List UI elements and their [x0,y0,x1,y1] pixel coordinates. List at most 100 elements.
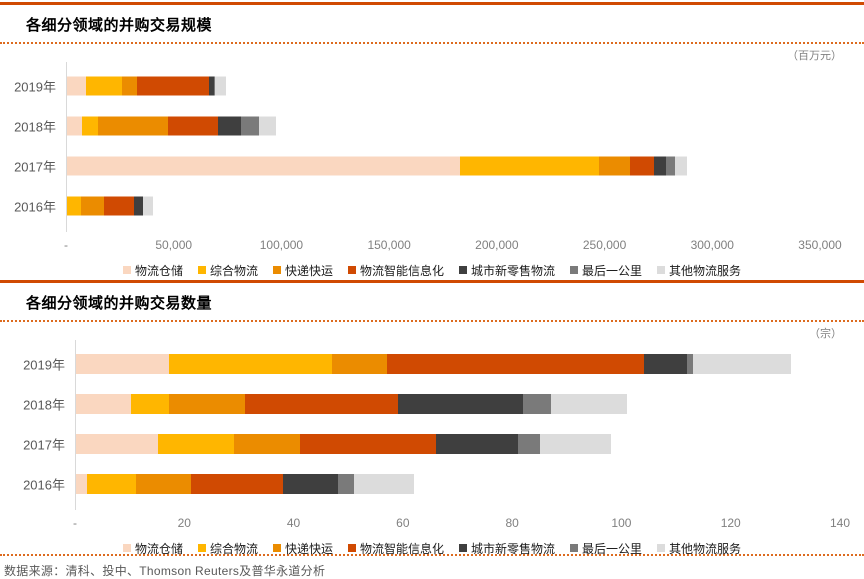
stacked-bar [76,354,840,374]
dotted-divider [0,320,864,322]
chart-title: 各细分领域的并购交易数量 [26,295,213,312]
bar-segment [674,156,687,176]
accent-rule [0,280,864,283]
y-axis-line [66,62,67,232]
bar-segment [692,354,791,374]
bar-segment [643,354,688,374]
bar-segment [234,434,300,454]
unit-label: （宗） [809,328,842,340]
year-label: 2016年 [23,477,65,493]
legend-swatch [347,544,356,552]
axis-tick-label: 140 [829,516,851,530]
legend-item: 快递快运 [272,262,333,279]
bar-segment [168,394,246,414]
legend: 物流仓储 综合物流 快递快运 物流智能信息化 城市新零售物流 最后一公里 其他物流服务 [0,262,864,278]
bar-segment [550,394,628,414]
legend-item: 快递快运 [272,540,333,557]
legend-item: 综合物流 [197,540,258,557]
legend-swatch [122,544,131,552]
legend-swatch [272,544,281,552]
bar-segment [214,76,216,96]
bar-segment [76,474,87,494]
axis-tick-label: 300,000 [690,238,734,252]
bar-segment [67,76,87,96]
bar-segment [82,116,99,136]
section-deal-count: 各细分领域的并购交易数量 （宗） 2019年 2018年 2017年 2016年 - 2… [0,280,864,556]
bar-segment [539,434,611,454]
bar-segment [86,76,122,96]
legend-swatch [657,544,666,552]
axis-tick-label: 200,000 [475,238,519,252]
legend-label: 其他物流服务 [669,263,742,278]
legend-label: 物流仓储 [134,263,183,278]
legend-item: 物流仓储 [122,540,183,557]
year-label: 2019年 [23,357,65,373]
x-axis-ticks: - 50,000 100,000 150,000 200,000 250,000 300,0… [64,236,842,254]
data-source-text: 数据来源：清科、投中、Thomson Reuters及普华永道分析 [4,564,326,578]
bar-segment [436,434,518,454]
bar-segment [76,354,169,374]
bar-row: 2018年 [14,106,820,146]
dotted-divider [0,554,864,556]
bar-row: 2019年 [23,344,840,384]
bar-segment [67,156,460,176]
axis-tick-label: 100,000 [259,238,304,252]
chart-title: 各细分领域的并购交易规模 [26,17,213,34]
dotted-divider [0,42,864,44]
bar-segment [67,196,81,216]
bar-rows: 2019年 2018年 2017年 2016年 [14,66,820,226]
legend-label: 物流智能信息化 [359,541,444,556]
axis-tick-label: 80 [505,516,519,530]
bar-segment [121,76,137,96]
axis-tick-label: 60 [396,516,410,530]
bar-segment [157,434,235,454]
axis-tick-label: 250,000 [582,238,627,252]
legend-item: 物流仓储 [122,262,183,279]
axis-tick-label: 120 [720,516,741,530]
stacked-bar [76,434,840,454]
bar-segment [654,156,667,176]
legend-item: 物流智能信息化 [347,540,444,557]
bar-segment [459,156,600,176]
bar-segment [354,474,415,494]
bar-segment [103,196,134,216]
axis-tick-label: - [64,238,68,252]
axis-tick-label: 350,000 [798,238,842,252]
unit-label: （百万元） [787,50,842,62]
legend-swatch [570,266,579,274]
bar-segment [133,196,143,216]
legend-item: 城市新零售物流 [459,540,555,557]
bar-segment [217,116,242,136]
bar-segment [517,434,540,454]
accent-rule [0,2,864,5]
bar-segment [86,474,137,494]
bar-segment [190,474,284,494]
legend-item: 最后一公里 [570,540,642,557]
bar-segment [215,76,227,96]
stacked-bar [67,116,820,136]
bar-segment [687,354,693,374]
legend-label: 最后一公里 [582,541,643,556]
axis-tick-label: - [73,516,77,530]
bar-rows: 2019年 2018年 2017年 2016年 [23,344,840,504]
legend-item: 城市新零售物流 [459,262,555,279]
legend-label: 综合物流 [209,263,258,278]
legend-label: 快递快运 [284,541,333,556]
legend-swatch [570,544,579,552]
y-axis-line [75,340,76,510]
legend-label: 物流智能信息化 [359,263,444,278]
bar-segment [142,196,154,216]
legend-swatch [122,266,131,274]
bar-segment [666,156,675,176]
bar-segment [299,434,437,454]
bar-segment [241,116,260,136]
legend-label: 城市新零售物流 [471,263,556,278]
bar-segment [80,196,104,216]
axis-tick-label: 150,000 [367,238,411,252]
section-deal-value: 各细分领域的并购交易规模 （百万元） 2019年 2018年 2017年 2016年 … [0,2,864,278]
legend-label: 其他物流服务 [669,541,742,556]
legend-swatch [272,266,281,274]
legend-swatch [459,266,467,274]
bar-segment [168,354,333,374]
legend-swatch [657,266,666,274]
